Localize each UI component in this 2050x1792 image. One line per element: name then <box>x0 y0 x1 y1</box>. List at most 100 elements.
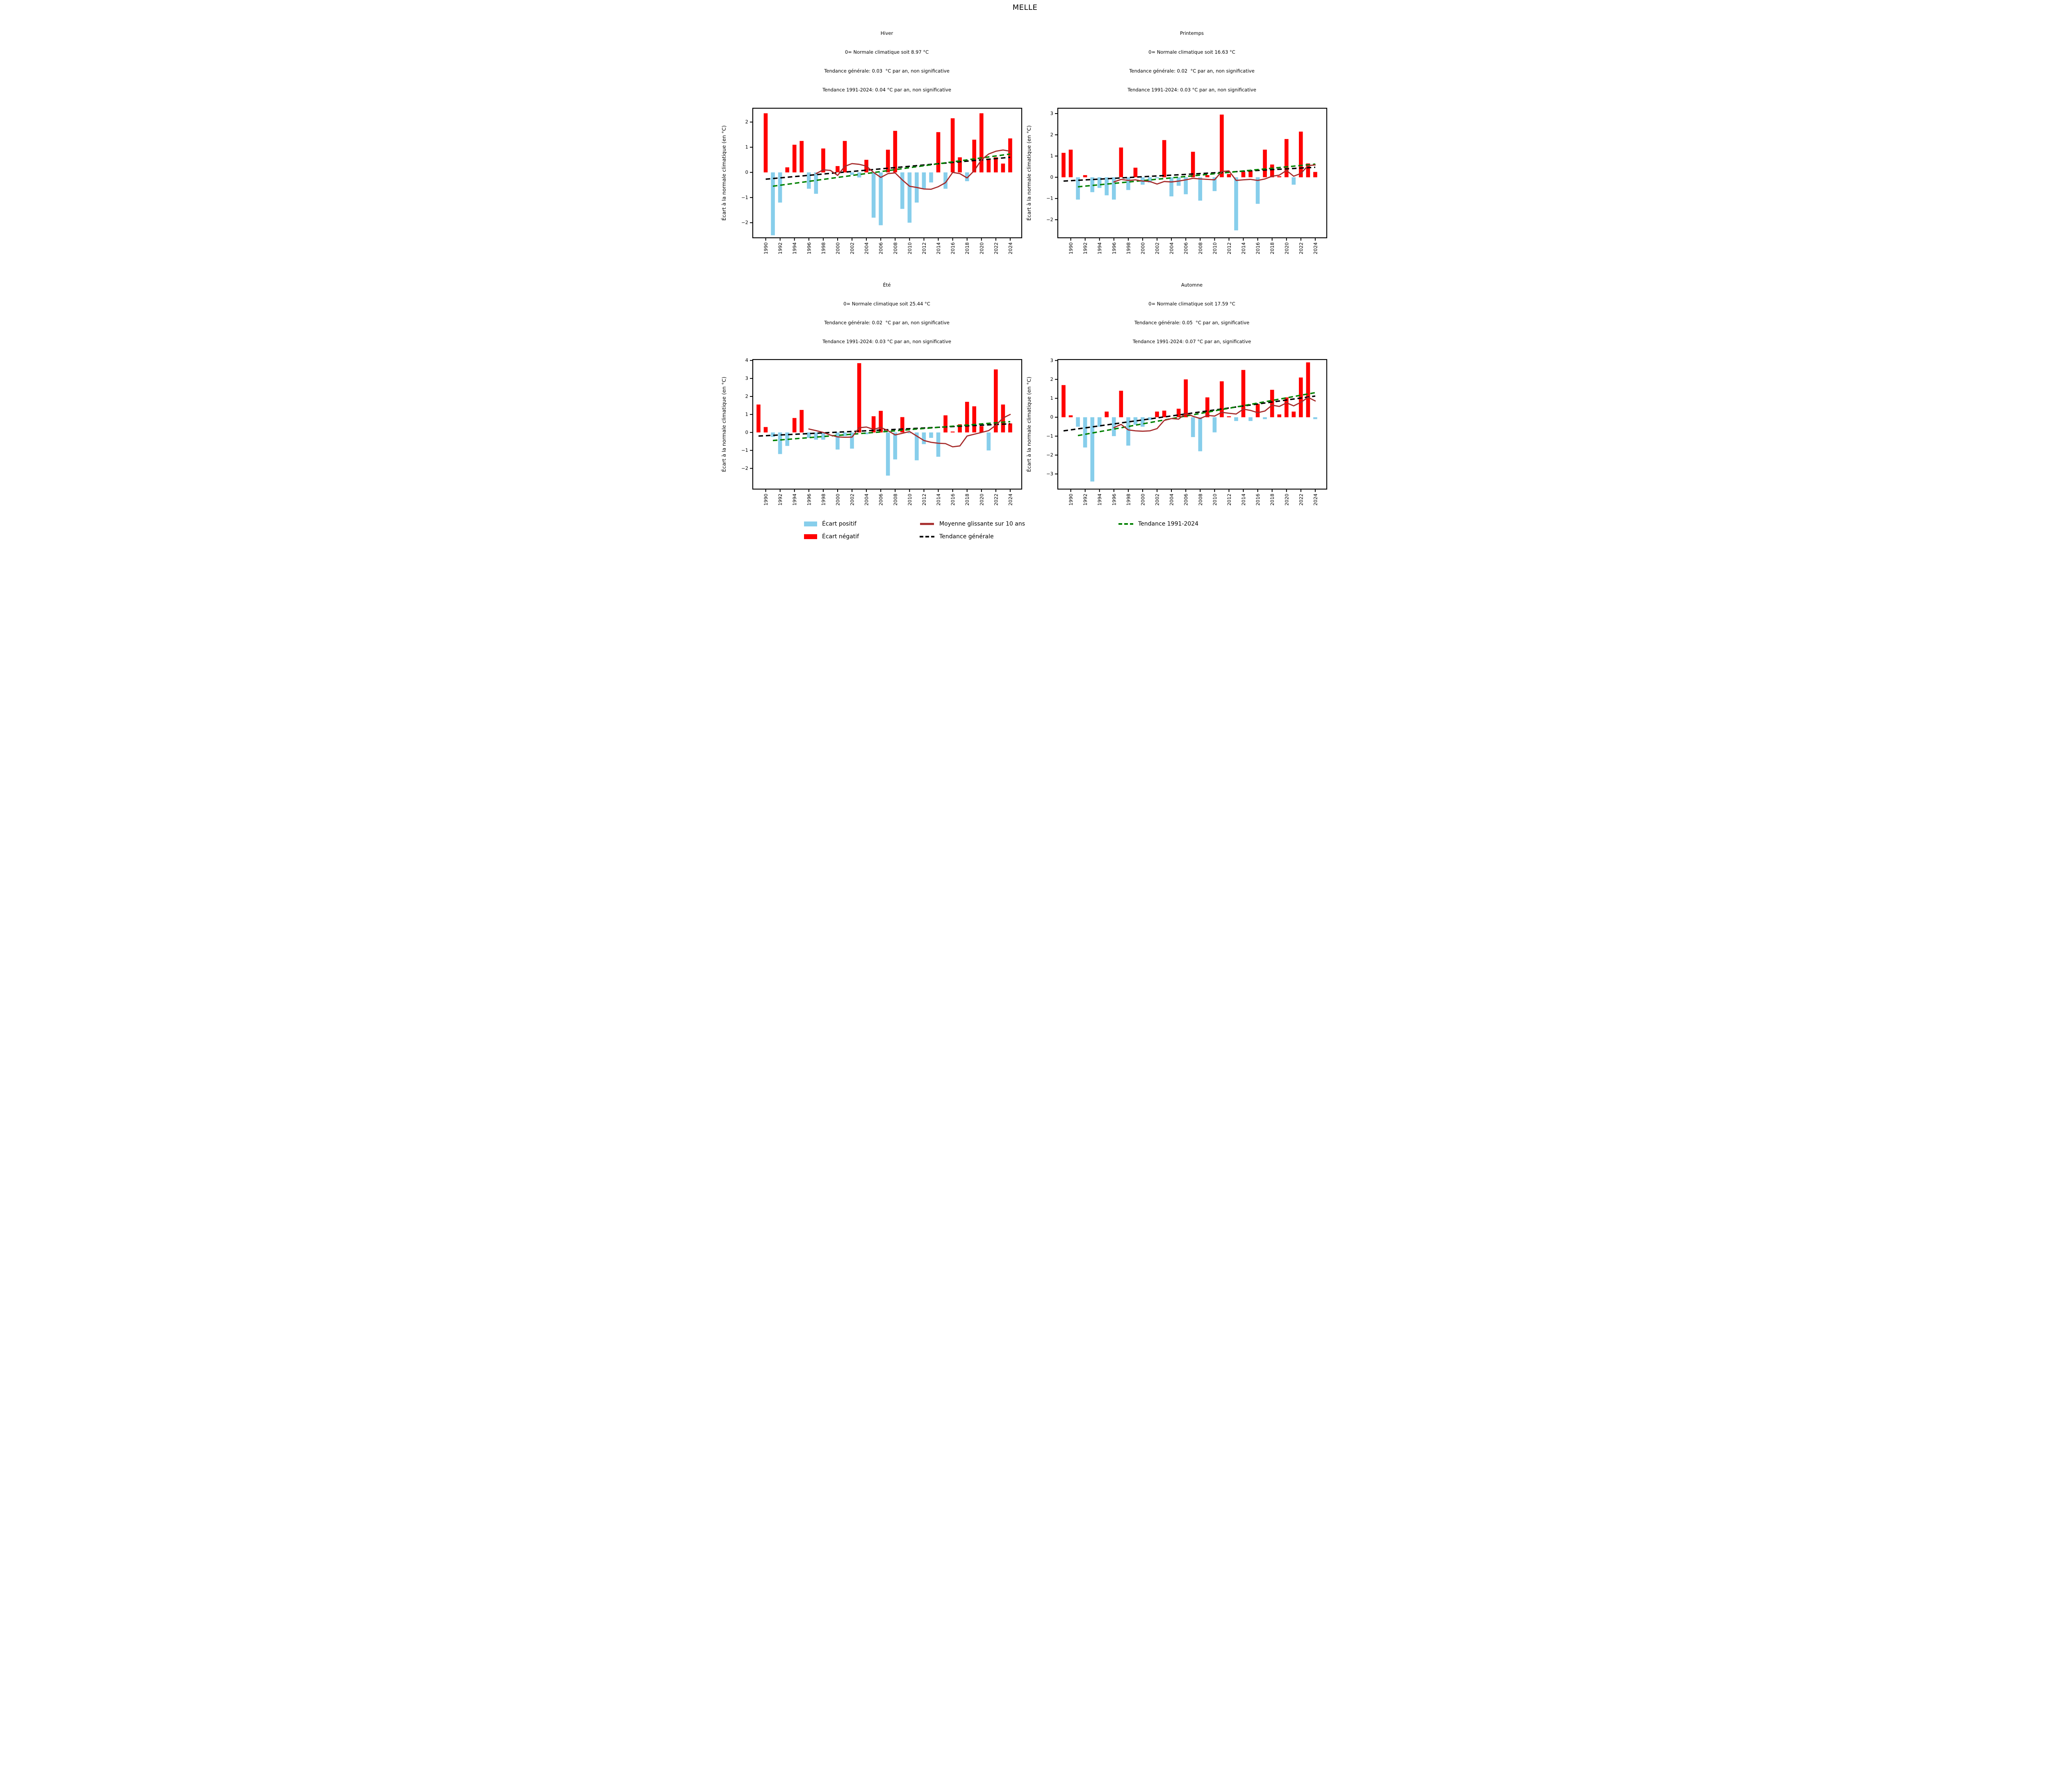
svg-text:2014: 2014 <box>1241 242 1246 254</box>
subplot-automne: Automne 0= Normale climatique soit 17.59… <box>1025 265 1330 515</box>
subplot-title-ete: Été 0= Normale climatique soit 25.44 °C … <box>720 269 1025 358</box>
svg-text:1: 1 <box>1050 153 1053 159</box>
subplot-season: Été <box>883 282 891 288</box>
svg-text:2006: 2006 <box>878 242 884 254</box>
svg-text:1992: 1992 <box>777 242 783 254</box>
automne-plot-area: 3 2 1 0 −1 −2 −3 1990 1992 1994 1996 1998 2000 2002 20… <box>1025 357 1330 514</box>
subplot-trend-recent: Tendance 1991-2024: 0.04 °C par an, non … <box>822 87 951 93</box>
subplot-ete: Été 0= Normale climatique soit 25.44 °C … <box>720 265 1025 515</box>
svg-text:2000: 2000 <box>835 494 841 505</box>
legend-item-tendance-1991-2024: Tendance 1991-2024 <box>1118 521 1198 527</box>
svg-text:3: 3 <box>1050 110 1053 116</box>
subplot-trend-general: Tendance générale: 0.02 °C par an, non s… <box>824 319 950 326</box>
moving-average-line-swatch <box>920 522 934 526</box>
ete-plot-area: 4 3 2 1 0 −1 −2 1990 1992 1994 1996 1998 2000 2002 200… <box>720 357 1025 514</box>
svg-text:2008: 2008 <box>1198 242 1203 254</box>
subplot-title-automne: Automne 0= Normale climatique soit 17.59… <box>1025 269 1330 358</box>
svg-text:1996: 1996 <box>1111 494 1117 505</box>
svg-text:−1: −1 <box>741 194 748 200</box>
svg-text:2018: 2018 <box>964 242 970 254</box>
svg-text:2020: 2020 <box>979 494 984 505</box>
legend-label: Moyenne glissante sur 10 ans <box>939 521 1025 528</box>
svg-text:1990: 1990 <box>1068 242 1074 254</box>
svg-text:−1: −1 <box>741 447 748 453</box>
svg-text:2012: 2012 <box>921 242 927 254</box>
subplot-title-printemps: Printemps 0= Normale climatique soit 16.… <box>1025 18 1330 106</box>
svg-text:1996: 1996 <box>806 494 812 505</box>
svg-text:2016: 2016 <box>950 242 956 254</box>
svg-text:2004: 2004 <box>864 242 870 254</box>
svg-text:2014: 2014 <box>936 242 941 254</box>
svg-text:2022: 2022 <box>1298 242 1304 254</box>
svg-text:2006: 2006 <box>1183 242 1189 254</box>
positive-bar-swatch <box>804 521 817 527</box>
svg-text:2024: 2024 <box>1007 494 1013 505</box>
svg-text:1998: 1998 <box>1125 242 1131 254</box>
legend-column-2: Moyenne glissante sur 10 ans Tendance gé… <box>920 521 1025 540</box>
svg-text:2: 2 <box>1050 132 1053 137</box>
svg-text:2: 2 <box>745 394 748 399</box>
svg-text:4: 4 <box>745 357 748 363</box>
figure-page: MELLE Hiver 0= Normale climatique soit 8… <box>720 0 1330 556</box>
svg-text:2010: 2010 <box>907 242 913 254</box>
svg-text:2014: 2014 <box>1241 494 1246 505</box>
svg-text:2024: 2024 <box>1312 242 1318 254</box>
subplot-trend-recent: Tendance 1991-2024: 0.07 °C par an, sign… <box>1132 339 1251 345</box>
svg-text:3: 3 <box>1050 357 1053 363</box>
svg-text:1998: 1998 <box>1125 494 1131 505</box>
svg-text:2018: 2018 <box>1269 242 1275 254</box>
svg-text:2006: 2006 <box>878 494 884 505</box>
svg-text:1992: 1992 <box>777 494 783 505</box>
subplot-trend-recent: Tendance 1991-2024: 0.03 °C par an, non … <box>822 339 951 345</box>
svg-text:2004: 2004 <box>1169 494 1175 505</box>
subplot-normale: 0= Normale climatique soit 8.97 °C <box>845 49 929 55</box>
svg-text:Écart à la normale climatique: Écart à la normale climatique (en °C) <box>1026 125 1032 221</box>
negative-bar-swatch <box>804 534 817 540</box>
svg-text:2000: 2000 <box>1140 494 1146 505</box>
svg-text:2006: 2006 <box>1183 494 1189 505</box>
legend: Écart positif Écart négatif Moyenne glis… <box>720 521 1330 555</box>
svg-text:2022: 2022 <box>1298 494 1304 505</box>
svg-text:2012: 2012 <box>921 494 927 505</box>
svg-text:−2: −2 <box>741 219 748 225</box>
svg-text:2020: 2020 <box>1284 494 1289 505</box>
svg-text:2008: 2008 <box>893 494 898 505</box>
svg-text:1998: 1998 <box>820 242 826 254</box>
svg-text:2022: 2022 <box>993 242 999 254</box>
legend-label: Écart positif <box>822 521 856 528</box>
svg-text:2004: 2004 <box>864 494 870 505</box>
svg-text:1996: 1996 <box>806 242 812 254</box>
svg-text:2016: 2016 <box>950 494 956 505</box>
svg-text:2014: 2014 <box>936 494 941 505</box>
subplot-normale: 0= Normale climatique soit 25.44 °C <box>843 301 930 307</box>
svg-text:2008: 2008 <box>1198 494 1203 505</box>
svg-text:Écart à la normale climatique: Écart à la normale climatique (en °C) <box>1026 377 1032 472</box>
svg-text:2008: 2008 <box>893 242 898 254</box>
legend-item-moyenne-glissante: Moyenne glissante sur 10 ans <box>920 521 1025 527</box>
svg-text:−1: −1 <box>1046 433 1053 439</box>
subplot-trend-recent: Tendance 1991-2024: 0.03 °C par an, non … <box>1128 87 1256 93</box>
svg-text:2002: 2002 <box>1155 494 1160 505</box>
svg-text:Écart à la normale climatique: Écart à la normale climatique (en °C) <box>721 125 727 221</box>
svg-text:2018: 2018 <box>1269 494 1275 505</box>
svg-text:−2: −2 <box>741 465 748 471</box>
subplot-normale: 0= Normale climatique soit 17.59 °C <box>1148 301 1235 307</box>
svg-text:1990: 1990 <box>763 242 769 254</box>
svg-text:2000: 2000 <box>835 242 841 254</box>
svg-text:2010: 2010 <box>907 494 913 505</box>
svg-text:1: 1 <box>745 144 748 150</box>
svg-text:2: 2 <box>745 119 748 125</box>
svg-text:1994: 1994 <box>1097 242 1102 254</box>
svg-text:2004: 2004 <box>1169 242 1175 254</box>
subplot-season: Automne <box>1181 282 1203 288</box>
subplot-grid: Hiver 0= Normale climatique soit 8.97 °C… <box>720 18 1330 517</box>
svg-text:1990: 1990 <box>1068 494 1074 505</box>
svg-text:1992: 1992 <box>1082 242 1088 254</box>
svg-text:1994: 1994 <box>792 494 797 505</box>
svg-text:1: 1 <box>745 412 748 417</box>
svg-text:1990: 1990 <box>763 494 769 505</box>
svg-text:0: 0 <box>1050 414 1053 420</box>
svg-text:2010: 2010 <box>1212 494 1218 505</box>
recent-trend-line-swatch <box>1118 522 1133 526</box>
legend-item-tendance-generale: Tendance générale <box>920 533 1025 540</box>
